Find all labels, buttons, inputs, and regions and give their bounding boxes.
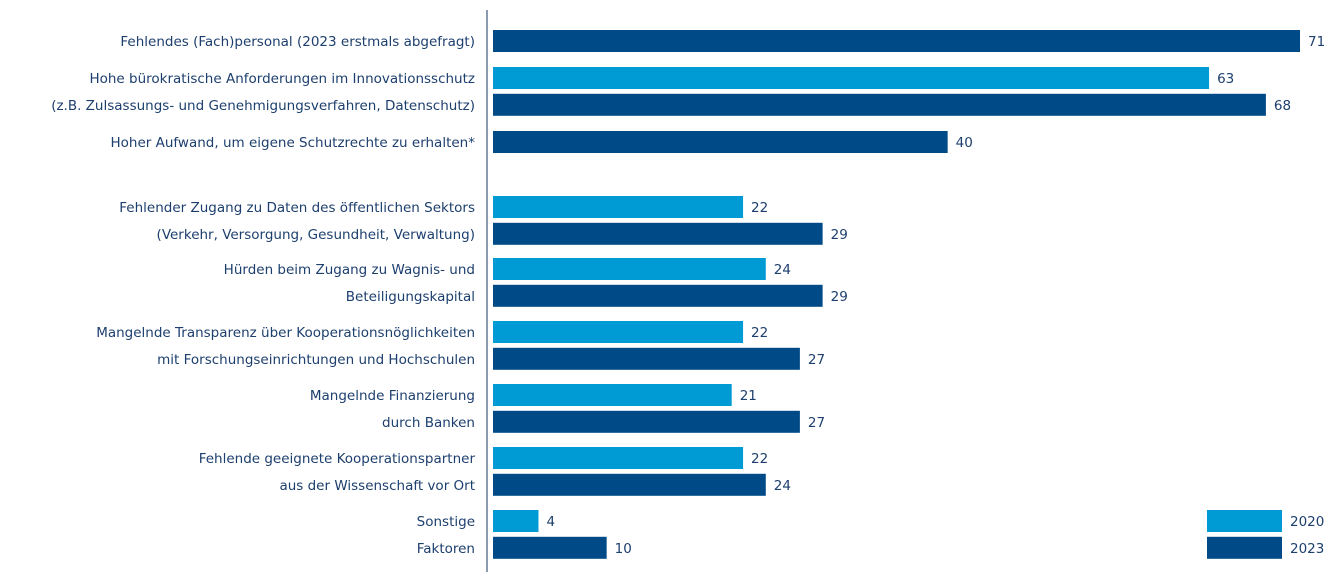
bar (493, 131, 948, 153)
value-label: 29 (831, 289, 848, 305)
category-label: mit Forschungseinrichtungen und Hochschu… (157, 352, 475, 368)
bar (493, 384, 732, 406)
value-label: 24 (774, 478, 791, 494)
category-label: Fehlendes (Fach)personal (2023 erstmals … (120, 34, 475, 50)
bar (493, 410, 800, 433)
category-label: Mangelnde Transparenz über Kooperationsn… (96, 325, 475, 341)
bar (493, 447, 744, 469)
value-label: 68 (1274, 98, 1291, 114)
category-label: durch Banken (382, 415, 475, 431)
bar (493, 67, 1210, 89)
bar (493, 284, 823, 307)
category-label: Fehlende geeignete Kooperationspartner (199, 451, 476, 467)
category-label: Fehlender Zugang zu Daten des öffentlich… (119, 200, 475, 216)
value-label: 63 (1217, 71, 1234, 87)
value-label: 22 (751, 200, 768, 216)
value-label: 40 (956, 135, 973, 151)
value-label: 29 (831, 227, 848, 243)
category-label: Beteiligungskapital (346, 289, 475, 305)
category-label: Hoher Aufwand, um eigene Schutzrechte zu… (111, 135, 476, 151)
value-label: 27 (808, 415, 825, 431)
legend-swatch (1207, 510, 1282, 532)
bar (493, 536, 607, 559)
value-label: 22 (751, 451, 768, 467)
value-label: 24 (774, 262, 791, 278)
value-label: 27 (808, 352, 825, 368)
category-label: Faktoren (417, 541, 475, 557)
category-label: Mangelnde Finanzierung (310, 388, 475, 404)
legend-label: 2023 (1290, 541, 1324, 557)
bar (493, 196, 744, 218)
category-label: (z.B. Zulsassungs- und Genehmigungsverfa… (51, 98, 475, 114)
category-label: (Verkehr, Versorgung, Gesundheit, Verwal… (157, 227, 475, 243)
value-label: 22 (751, 325, 768, 341)
value-label: 4 (546, 514, 555, 530)
category-label: Hohe bürokratische Anforderungen im Inno… (89, 71, 475, 87)
bar (493, 321, 744, 343)
bar (493, 93, 1266, 116)
bar (493, 30, 1300, 52)
bar (493, 510, 539, 532)
bar (493, 347, 800, 370)
value-label: 21 (740, 388, 757, 404)
value-label: 71 (1308, 34, 1325, 50)
category-label: Hürden beim Zugang zu Wagnis- und (224, 262, 475, 278)
legend-label: 2020 (1290, 514, 1324, 530)
bar (493, 222, 823, 245)
category-label: Sonstige (417, 514, 475, 530)
category-label: aus der Wissenschaft vor Ort (279, 478, 475, 494)
bar (493, 258, 766, 280)
legend-swatch (1207, 536, 1282, 559)
bar (493, 473, 766, 496)
value-label: 10 (615, 541, 632, 557)
